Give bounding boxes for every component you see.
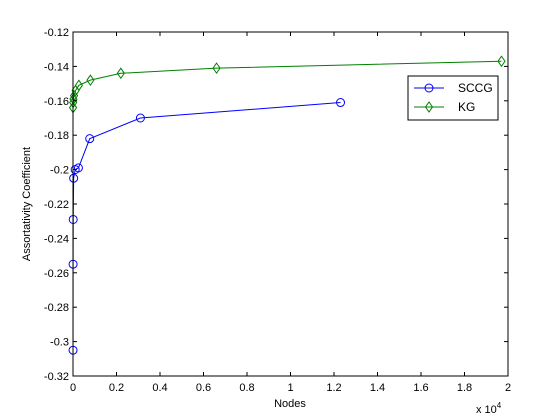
y-tick-label: -0.26 bbox=[44, 268, 69, 280]
x-axis-label: Nodes bbox=[274, 398, 306, 410]
x-tick-label: 1.8 bbox=[457, 382, 472, 394]
y-tick-label: -0.2 bbox=[50, 165, 69, 177]
data-point-kg bbox=[212, 62, 221, 74]
y-tick-label: -0.12 bbox=[44, 27, 69, 39]
legend-box bbox=[407, 75, 499, 121]
x-tick-label: 1.4 bbox=[370, 382, 385, 394]
x-tick-label: 0.4 bbox=[152, 382, 167, 394]
legend: SCCG KG bbox=[407, 75, 499, 121]
data-point-sccg bbox=[69, 173, 79, 183]
x-tick-label: 0.8 bbox=[239, 382, 254, 394]
tick-layer: 0 0.2 0.4 0.6 0.8 1 1.2 1.4 1.6 1.8 2 -0.32 -0.3 -0.2… bbox=[44, 27, 511, 394]
x-tick-label: 1.2 bbox=[326, 382, 341, 394]
data-point-kg bbox=[74, 79, 83, 92]
y-tick-label: -0.22 bbox=[44, 199, 69, 211]
legend-marker-kg bbox=[424, 101, 434, 113]
y-tick-label: -0.14 bbox=[44, 61, 69, 73]
x-tick-label: 1.6 bbox=[413, 382, 428, 394]
x-multiplier: x 104 bbox=[476, 401, 502, 416]
x-multiplier-exponent: 4 bbox=[497, 401, 502, 410]
data-point-kg bbox=[116, 67, 125, 80]
y-tick-label: -0.16 bbox=[44, 96, 69, 108]
y-tick-label: -0.3 bbox=[50, 337, 69, 349]
x-tick-label: 0.6 bbox=[196, 382, 211, 394]
data-point-sccg bbox=[336, 98, 346, 108]
data-point-kg bbox=[86, 74, 95, 87]
x-tick-label: 1 bbox=[287, 382, 293, 394]
x-tick-label: 0.2 bbox=[109, 382, 124, 394]
x-tick-label: 0 bbox=[70, 382, 76, 394]
x-multiplier-base: x 10 bbox=[476, 404, 497, 416]
data-point-sccg bbox=[85, 134, 95, 144]
data-point-sccg bbox=[73, 163, 83, 173]
y-tick-label: -0.24 bbox=[44, 233, 69, 245]
data-point-sccg bbox=[135, 113, 145, 123]
legend-marker-sccg bbox=[424, 83, 434, 93]
legend-label-kg: KG bbox=[458, 100, 475, 114]
y-axis-label: Assortativity Coefficient bbox=[21, 147, 33, 261]
y-tick-label: -0.32 bbox=[44, 371, 69, 383]
y-tick-label: -0.28 bbox=[44, 302, 69, 314]
y-tick-label: -0.18 bbox=[44, 130, 69, 142]
data-point-kg bbox=[497, 55, 506, 68]
x-tick-label: 2 bbox=[505, 382, 511, 394]
legend-label-sccg: SCCG bbox=[458, 81, 493, 95]
